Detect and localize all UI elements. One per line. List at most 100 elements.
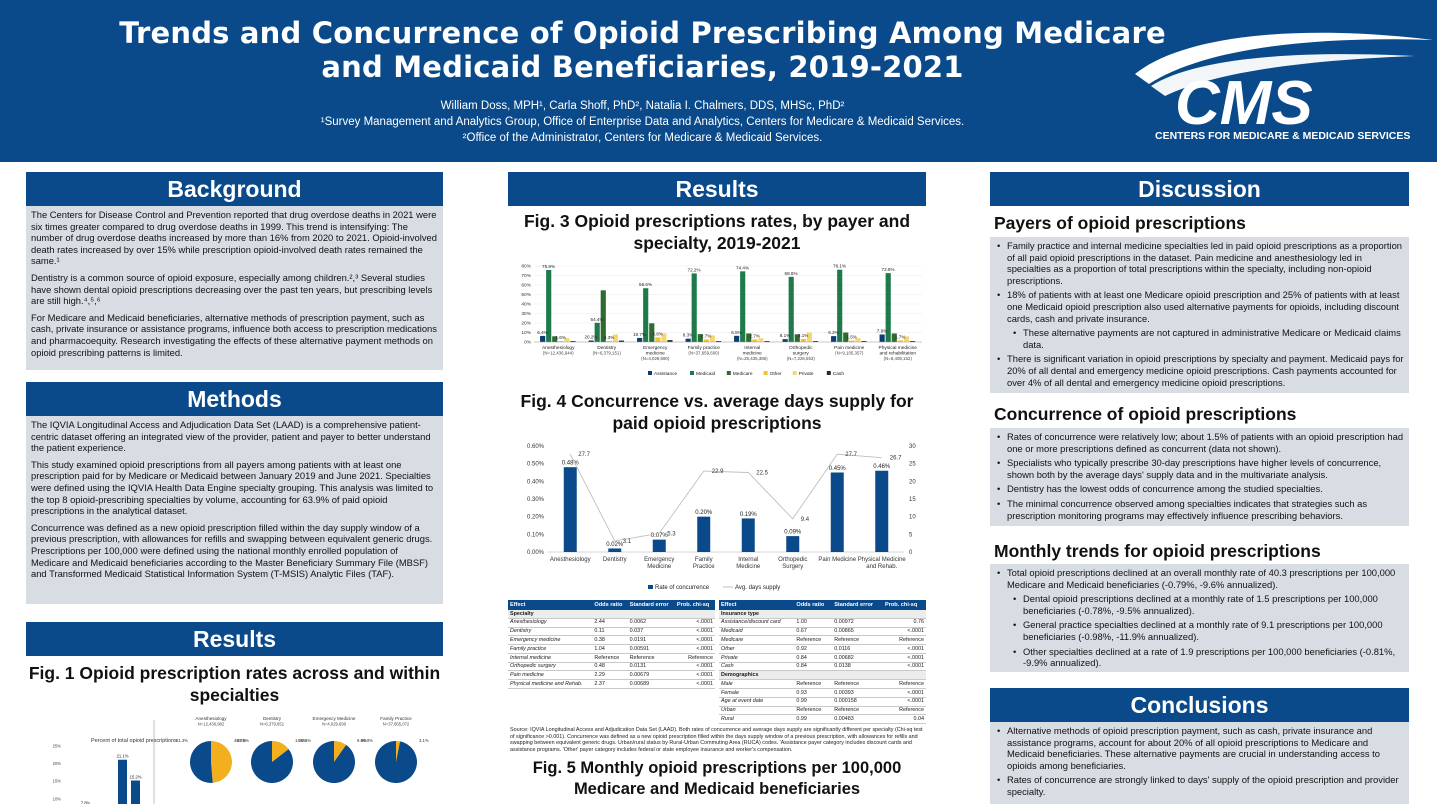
fig4-line-label: 5.3 — [667, 531, 676, 537]
fig3-legend-swatch — [792, 371, 797, 375]
fig3-legend-label: Medicare — [733, 371, 753, 377]
affiliation-2: ²Office of the Administrator, Centers fo… — [462, 132, 823, 144]
fig4-category-label: Internal — [738, 557, 758, 563]
fig1-bar — [131, 780, 140, 804]
table-row: Emergency medicine 0.38 0.0191 <.0001 — [508, 635, 715, 646]
fig4-line-label: 27.7 — [578, 452, 590, 458]
table-cell-value: 0.00679 — [627, 670, 675, 681]
fig3-data-label: 19.7% — [633, 332, 646, 337]
fig3-bar — [855, 338, 861, 342]
fig5-title: Fig. 5 Monthly opioid prescriptions per … — [532, 758, 902, 798]
table-cell-value: 0.99 — [794, 714, 833, 725]
table-cell-value: <.0001 — [674, 670, 715, 681]
table-row: Male Reference Reference Reference — [719, 679, 926, 690]
fig3-ytick: 40% — [521, 302, 531, 308]
table-cell-value: 0.00865 — [832, 627, 883, 637]
table-cell-value: <.0001 — [674, 679, 715, 690]
fig4-category-label: Practice — [693, 564, 715, 570]
conclusions-box: Alternative methods of opioid prescripti… — [990, 722, 1409, 804]
fig4-title: Fig. 4 Concurrence vs. average days supp… — [520, 391, 914, 433]
fig4-bar-label: 0.20% — [695, 510, 713, 516]
fig4-bar-label: 0.07% — [651, 533, 669, 539]
fig3-data-label: 72.2% — [688, 267, 701, 272]
fig4-ytick-right: 5 — [909, 532, 913, 538]
fig3-bar — [758, 338, 764, 342]
fig3-ytick: 0% — [524, 340, 532, 346]
fig4-category-label: Medicine — [736, 564, 761, 570]
fig4-category-label: Orthopedic — [778, 557, 807, 563]
fig3-bar — [552, 336, 558, 342]
fig4-ytick-left: 0.00% — [527, 550, 545, 556]
fig3-ytick: 70% — [521, 273, 531, 279]
fig1-ytick: 10% — [53, 796, 62, 801]
fig4-category-label: and Rehab. — [866, 564, 897, 570]
discussion-bullet: Rates of concurrence were relatively low… — [995, 431, 1404, 454]
fig3-bar — [788, 276, 794, 342]
table-specialty: Effect Odds ratio Standard error Prob. c… — [508, 600, 715, 724]
fig3-bar — [709, 335, 715, 342]
table-cell-effect: Anesthesiology — [508, 618, 593, 628]
fig4-line — [569, 453, 882, 542]
table-row: Female 0.93 0.00393 <.0001 — [719, 688, 926, 698]
table-cell-value: 0.00972 — [832, 618, 883, 628]
fig4-category-label: Emergency — [644, 557, 674, 563]
table-row: Orthopedic surgery 0.48 0.0131 <.0001 — [508, 662, 715, 672]
table-cell-effect: Other — [719, 644, 795, 654]
authors: William Doss, MPH¹, Carla Shoff, PhD², N… — [440, 100, 845, 112]
cms-logo-text: CMS — [1175, 69, 1313, 138]
fig1-pie-n: N=37,665,072 — [383, 722, 410, 727]
table-row: Cash 0.84 0.0138 <.0001 — [719, 662, 926, 672]
poster-header: Trends and Concurrence of Opioid Prescri… — [0, 0, 1437, 162]
discussion-sub-payers: Payers of opioid prescriptions — [994, 213, 1246, 233]
table-cell-effect: Urban — [719, 706, 795, 716]
table-cell-value: Reference — [882, 706, 926, 716]
fig3-data-label: 74.4% — [736, 265, 749, 270]
title-line-1: Trends and Concurrence of Opioid Prescri… — [119, 16, 1166, 50]
table-cell-value: 1.04 — [592, 644, 628, 654]
fig3-bar — [546, 269, 552, 342]
poster-title: Trends and Concurrence of Opioid Prescri… — [100, 16, 1185, 84]
fig3-data-label: 68.6% — [785, 271, 798, 276]
fig1-pie-slice — [272, 741, 289, 762]
fig3-bar — [655, 337, 661, 342]
table-cell-value: 1.00 — [794, 618, 833, 628]
fig1-pie-label: 9.8% — [357, 738, 367, 743]
fig3-bar — [612, 334, 618, 342]
fig3-data-label: 54.4% — [591, 317, 604, 322]
discussion-concurrence-box: Rates of concurrence were relatively low… — [990, 428, 1409, 526]
fig3-bar — [618, 340, 625, 342]
fig3-category-count: (N=37,659,600) — [688, 351, 719, 356]
fig4-category-label: Family — [695, 557, 713, 563]
table-cell-value: <.0001 — [882, 697, 926, 707]
table-cell-value: 0.38 — [592, 635, 628, 646]
fig4-ytick-right: 0 — [909, 550, 913, 556]
methods-p3: Concurrence was defined as a new opioid … — [31, 521, 433, 580]
fig4-line-label: 27.7 — [845, 452, 857, 458]
fig3-bar — [649, 323, 655, 342]
fig1-ytick: 20% — [53, 761, 62, 766]
fig3-data-label: 1.5% — [846, 335, 856, 340]
fig3-bar — [812, 341, 819, 342]
discussion-bullet: Dentistry has the lowest odds of concurr… — [995, 483, 1404, 495]
fig1-pie-slice — [190, 741, 213, 783]
fig1-pie-n: N=6,379,651 — [260, 722, 285, 727]
fig3-data-label: 2.7% — [701, 333, 711, 338]
table-cell-value: 0.93 — [794, 688, 833, 698]
discussion-sub-concurrence: Concurrence of opioid prescriptions — [994, 404, 1297, 424]
fig4-ytick-left: 0.50% — [527, 462, 545, 468]
table-cell-value: 0.0116 — [832, 644, 883, 654]
fig3-category-count: (N=9,105,357) — [835, 351, 864, 356]
fig1-bar-label: 15.2% — [130, 774, 142, 779]
table-left-header-se: Standard error — [627, 600, 675, 610]
methods-box: The IQVIA Longitudinal Access and Adjudi… — [26, 416, 443, 604]
fig3-data-label: 20.2% — [584, 334, 597, 339]
fig4-chart: 0.00% 0.10% 0.20% 0.30% 0.40% 0.50% 0.60% 0 5 10 1… — [527, 444, 916, 591]
fig3-legend-swatch — [763, 371, 768, 375]
fig4-category-label: Medicine — [647, 564, 672, 570]
fig4-line-label: 22.5 — [756, 471, 768, 477]
fig3-data-label: 3.1% — [798, 333, 808, 338]
discussion-sub-bullet: Other specialties declined at a rate of … — [995, 646, 1404, 669]
odds-ratio-tables: Effect Odds ratio Standard error Prob. c… — [508, 600, 926, 725]
table-row: Demographics — [719, 670, 926, 681]
table-cell-value: <.0001 — [674, 635, 715, 646]
